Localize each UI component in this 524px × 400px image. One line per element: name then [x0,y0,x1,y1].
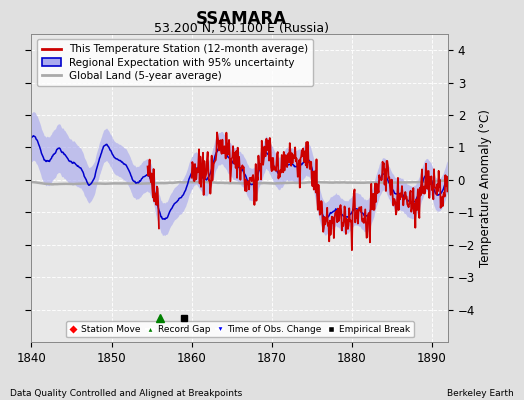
Y-axis label: Temperature Anomaly (°C): Temperature Anomaly (°C) [479,109,492,267]
Text: Berkeley Earth: Berkeley Earth [447,389,514,398]
Text: Data Quality Controlled and Aligned at Breakpoints: Data Quality Controlled and Aligned at B… [10,389,243,398]
Legend: Station Move, Record Gap, Time of Obs. Change, Empirical Break: Station Move, Record Gap, Time of Obs. C… [66,321,413,338]
Text: 53.200 N, 50.100 E (Russia): 53.200 N, 50.100 E (Russia) [154,22,329,35]
Text: SSAMARA: SSAMARA [195,10,287,28]
